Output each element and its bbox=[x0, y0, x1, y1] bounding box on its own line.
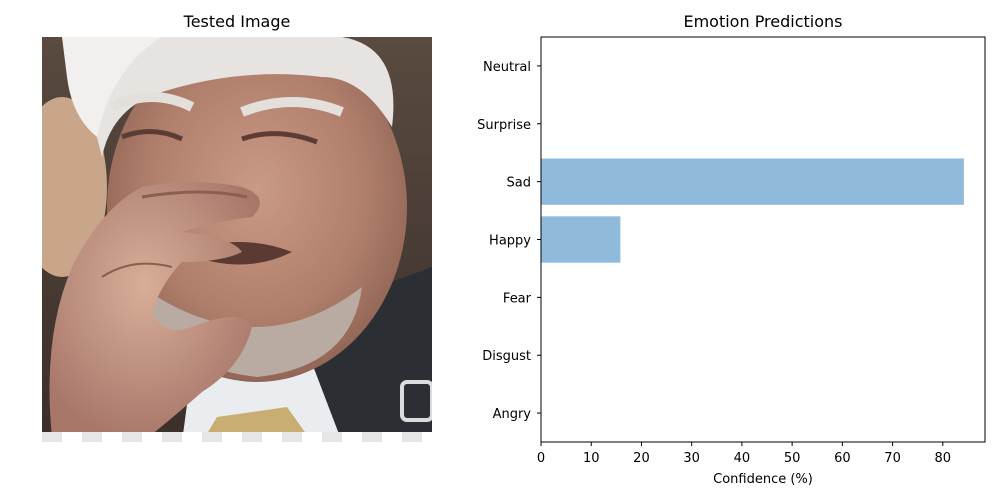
x-tick-label-80: 80 bbox=[935, 451, 952, 466]
ticks-layer: Angry Disgust Fear Happy Sad Surprise Neutral 0… bbox=[477, 60, 951, 466]
y-tick-label-angry: Angry bbox=[493, 407, 532, 422]
bars-layer bbox=[541, 158, 964, 263]
tested-face-image bbox=[42, 37, 432, 442]
x-tick-label-40: 40 bbox=[734, 451, 751, 466]
bar-sad bbox=[541, 158, 964, 205]
x-tick-label-70: 70 bbox=[884, 451, 901, 466]
bar-happy bbox=[541, 216, 621, 263]
x-tick-label-60: 60 bbox=[834, 451, 851, 466]
x-tick-label-10: 10 bbox=[583, 451, 600, 466]
y-tick-label-surprise: Surprise bbox=[477, 118, 531, 133]
x-tick-label-50: 50 bbox=[784, 451, 801, 466]
x-tick-label-0: 0 bbox=[537, 451, 545, 466]
x-axis-label: Confidence (%) bbox=[713, 472, 813, 487]
image-title: Tested Image bbox=[183, 12, 291, 31]
y-tick-label-sad: Sad bbox=[507, 176, 531, 191]
face-photo-illustration bbox=[42, 37, 432, 442]
y-tick-label-happy: Happy bbox=[489, 234, 531, 249]
y-tick-label-fear: Fear bbox=[503, 291, 532, 306]
x-tick-label-30: 30 bbox=[683, 451, 700, 466]
x-tick-label-20: 20 bbox=[633, 451, 650, 466]
chart-title: Emotion Predictions bbox=[683, 12, 843, 31]
y-tick-label-neutral: Neutral bbox=[483, 60, 531, 75]
y-tick-label-disgust: Disgust bbox=[482, 349, 531, 364]
